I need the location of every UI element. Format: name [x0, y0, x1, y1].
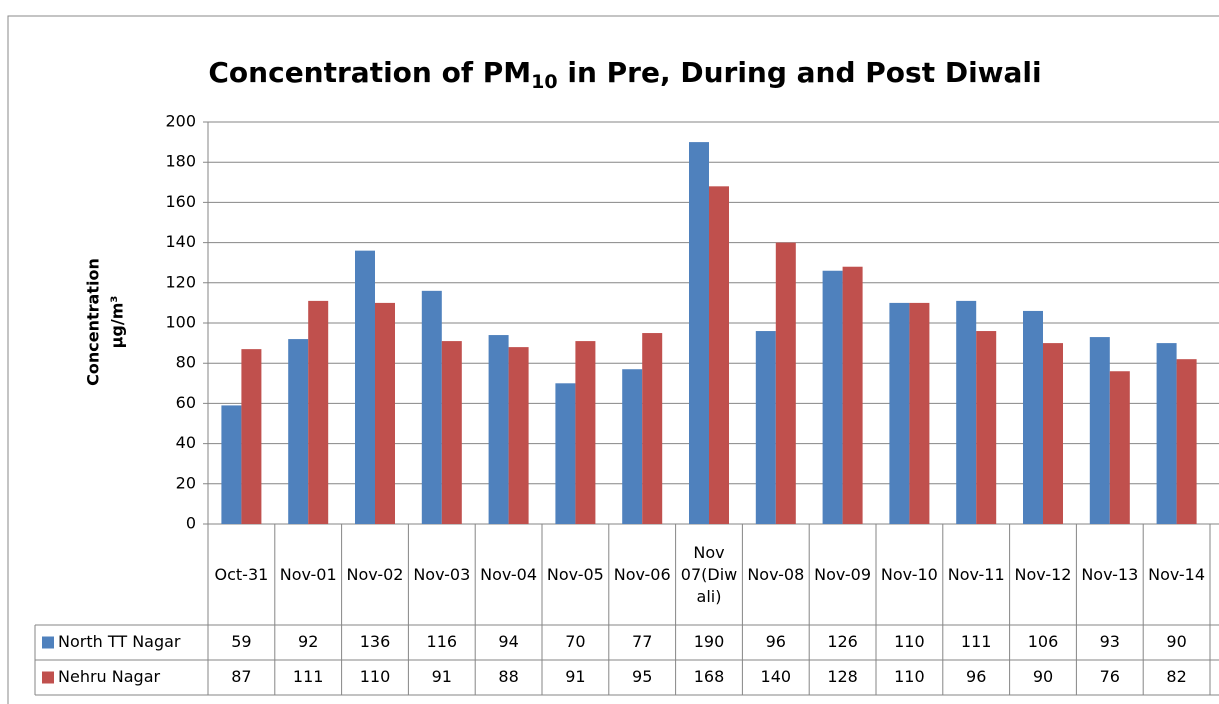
- table-value: 136: [360, 632, 391, 651]
- chart-border: [7, 15, 1219, 704]
- x-tick-label: Nov-09: [814, 565, 872, 584]
- bar: [575, 341, 596, 524]
- x-tick-label: Nov 07(Diwali): [680, 543, 738, 606]
- y-tick-label: 180: [165, 152, 196, 171]
- title-main: Concentration of PM: [208, 56, 531, 89]
- bar: [241, 349, 262, 524]
- bar: [842, 266, 863, 524]
- table-value: 128: [827, 667, 858, 686]
- table-value: 94: [498, 632, 518, 651]
- x-tick-label: Nov-04: [480, 565, 538, 584]
- bar: [375, 302, 395, 524]
- table-value: 140: [761, 667, 792, 686]
- y-tick-label: 120: [165, 272, 196, 291]
- bar: [1089, 337, 1110, 524]
- table-value: 59: [231, 632, 251, 651]
- bar: [221, 405, 242, 524]
- y-tick-label: 200: [165, 112, 196, 131]
- table-value: 82: [1166, 667, 1186, 686]
- bar: [755, 331, 776, 524]
- bar: [889, 302, 910, 524]
- bar: [441, 341, 462, 524]
- x-tick-label: Nov-03: [413, 565, 471, 584]
- y-tick-label: 100: [165, 313, 196, 332]
- title-rest: in Pre, During and Post Diwali: [558, 56, 1042, 89]
- table-value: 92: [298, 632, 318, 651]
- table-value: 91: [565, 667, 585, 686]
- y-tick-label: 0: [186, 514, 196, 533]
- bar: [421, 290, 442, 524]
- table-value: 106: [1028, 632, 1059, 651]
- bar: [822, 270, 843, 524]
- y-tick-label: 140: [165, 232, 196, 251]
- table-value: 168: [694, 667, 725, 686]
- x-tick-label: Nov-02: [346, 565, 404, 584]
- x-tick-label: Nov-10: [880, 565, 938, 584]
- y-tick-label: 40: [176, 433, 196, 452]
- table-value: 77: [632, 632, 652, 651]
- bar: [488, 335, 509, 524]
- bar: [355, 250, 375, 524]
- bar: [1176, 359, 1197, 524]
- x-tick-label: Nov-05: [546, 565, 604, 584]
- chart-title: Concentration of PM10 in Pre, During and…: [208, 56, 1041, 93]
- table-value: 116: [427, 632, 458, 651]
- table-value: 90: [1166, 632, 1186, 651]
- table-value: 95: [632, 667, 652, 686]
- y-axis-label: Concentration: [84, 258, 103, 386]
- table-value: 126: [827, 632, 858, 651]
- table-value: 110: [894, 667, 925, 686]
- table-value: 76: [1100, 667, 1120, 686]
- table-value: 70: [565, 632, 585, 651]
- x-tick-label: Nov-01: [279, 565, 337, 584]
- bar: [288, 339, 309, 524]
- legend-swatch: [42, 671, 54, 684]
- table-value: 111: [293, 667, 324, 686]
- bar: [642, 333, 663, 524]
- bar: [709, 186, 729, 524]
- bar: [956, 300, 977, 524]
- bar: [909, 302, 930, 524]
- x-tick-label: Nov-12: [1014, 565, 1072, 584]
- legend-label: North TT Nagar: [58, 632, 181, 651]
- table-value: 91: [432, 667, 452, 686]
- bar: [775, 242, 796, 524]
- table-value: 111: [961, 632, 992, 651]
- bar: [1109, 371, 1130, 524]
- bar: [555, 383, 576, 524]
- bar: [622, 369, 643, 524]
- table-value: 88: [498, 667, 518, 686]
- table-value: 96: [766, 632, 786, 651]
- table-value: 93: [1100, 632, 1120, 651]
- legend-label: Nehru Nagar: [58, 667, 160, 686]
- y-tick-label: 80: [176, 353, 196, 372]
- x-tick-label: Oct-31: [214, 565, 269, 584]
- bar: [1023, 310, 1043, 524]
- x-tick-label: Nov-06: [613, 565, 671, 584]
- table-value: 87: [231, 667, 251, 686]
- bar: [508, 347, 529, 524]
- table-value: 90: [1033, 667, 1053, 686]
- x-tick-label: Nov-13: [1081, 565, 1139, 584]
- y-tick-label: 20: [176, 473, 196, 492]
- table-value: 190: [694, 632, 725, 651]
- bar: [976, 331, 997, 524]
- legend-swatch: [42, 636, 54, 649]
- x-tick-label: Nov-08: [747, 565, 805, 584]
- table-value: 110: [360, 667, 391, 686]
- bar: [1156, 343, 1177, 524]
- title-subscript: 10: [531, 71, 557, 93]
- x-tick-label: Nov-14: [1148, 565, 1206, 584]
- y-tick-label: 60: [176, 393, 196, 412]
- x-tick-label: Nov-11: [947, 565, 1005, 584]
- bar: [1043, 343, 1063, 524]
- y-tick-label: 160: [165, 192, 196, 211]
- bar: [308, 300, 329, 524]
- table-value: 96: [966, 667, 986, 686]
- y-axis-unit: µg/m³: [108, 296, 127, 349]
- bar: [689, 142, 709, 524]
- table-value: 110: [894, 632, 925, 651]
